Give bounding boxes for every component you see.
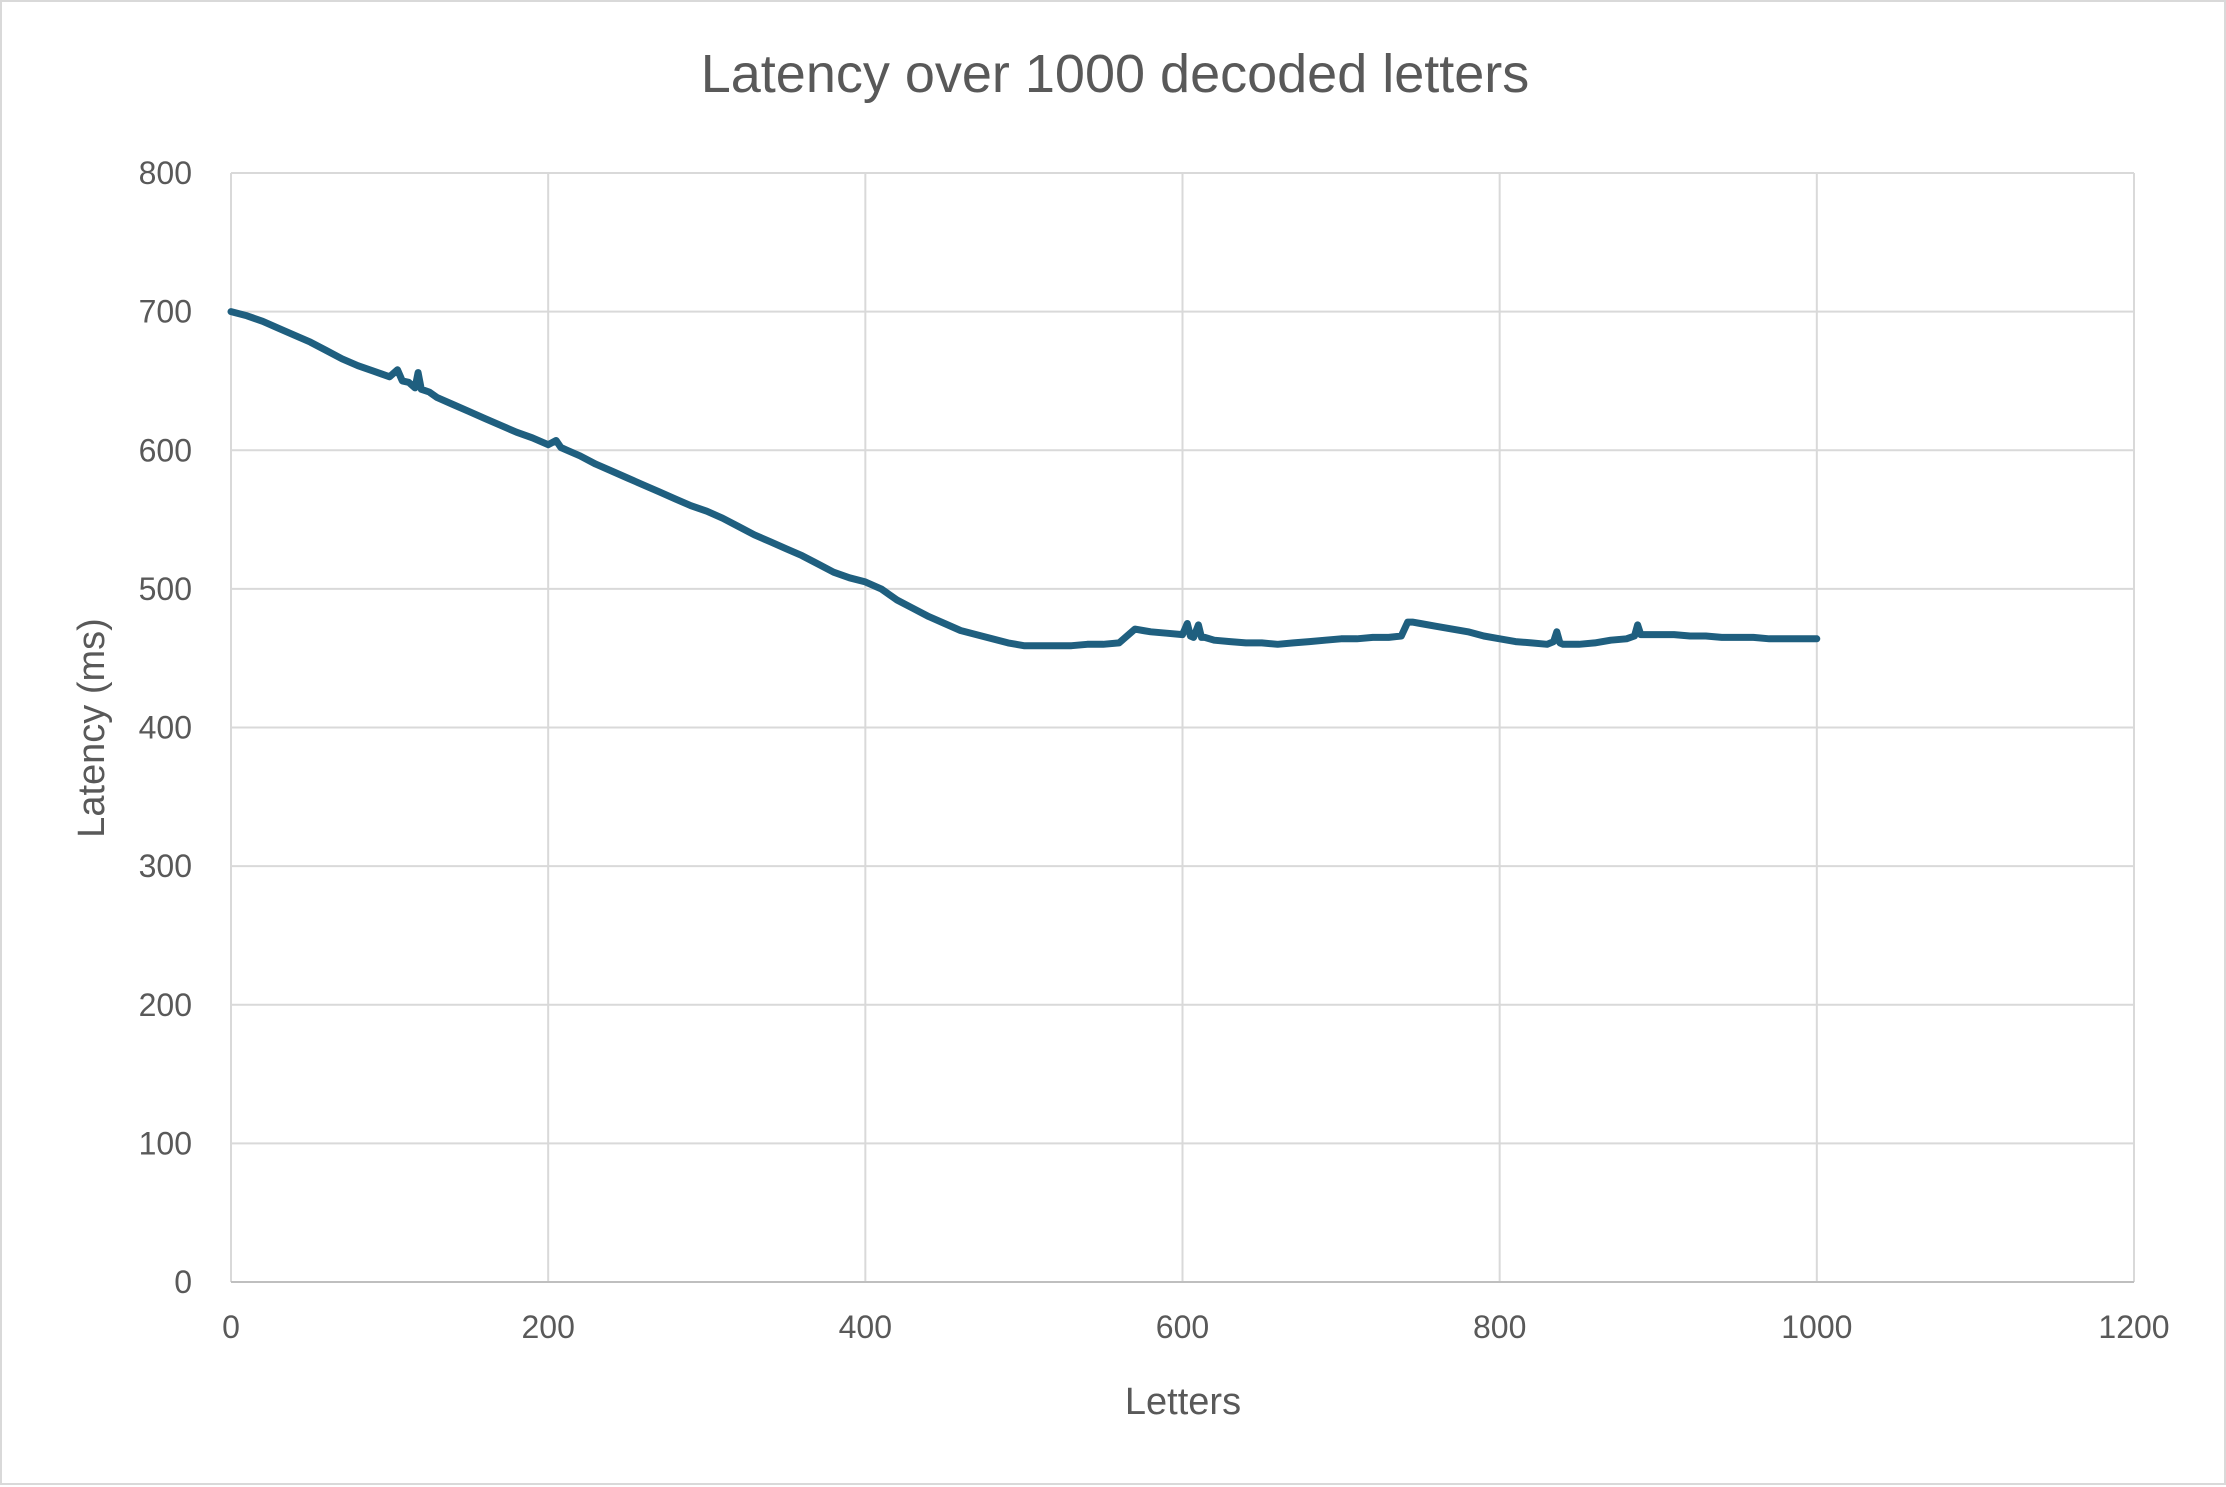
x-tick-label: 400 [839, 1309, 892, 1345]
x-tick-label: 0 [222, 1309, 240, 1345]
gridlines [230, 172, 2135, 1283]
y-tick-label: 800 [139, 155, 192, 191]
y-tick-label: 0 [174, 1264, 192, 1300]
y-tick-label: 700 [139, 294, 192, 330]
x-tick-label: 800 [1473, 1309, 1526, 1345]
x-tick-label: 600 [1156, 1309, 1209, 1345]
y-tick-label: 600 [139, 432, 192, 468]
y-tick-label: 100 [139, 1125, 192, 1161]
y-tick-label: 400 [139, 710, 192, 746]
y-tick-labels: 0 100 200 300 400 500 600 700 800 [139, 155, 192, 1300]
x-tick-label: 1200 [2098, 1309, 2169, 1345]
x-tick-labels: 0 200 400 600 800 1000 1200 [222, 1309, 2169, 1345]
series-line [227, 308, 1821, 650]
x-axis-title: Letters [1125, 1381, 1241, 1423]
y-tick-label: 300 [139, 848, 192, 884]
x-tick-label: 200 [521, 1309, 574, 1345]
x-tick-label: 1000 [1781, 1309, 1852, 1345]
y-axis-title: Latency (ms) [71, 618, 113, 838]
series-group [227, 308, 1821, 650]
y-tick-label: 500 [139, 571, 192, 607]
y-tick-label: 200 [139, 987, 192, 1023]
chart-title: Latency over 1000 decoded letters [701, 44, 1530, 104]
